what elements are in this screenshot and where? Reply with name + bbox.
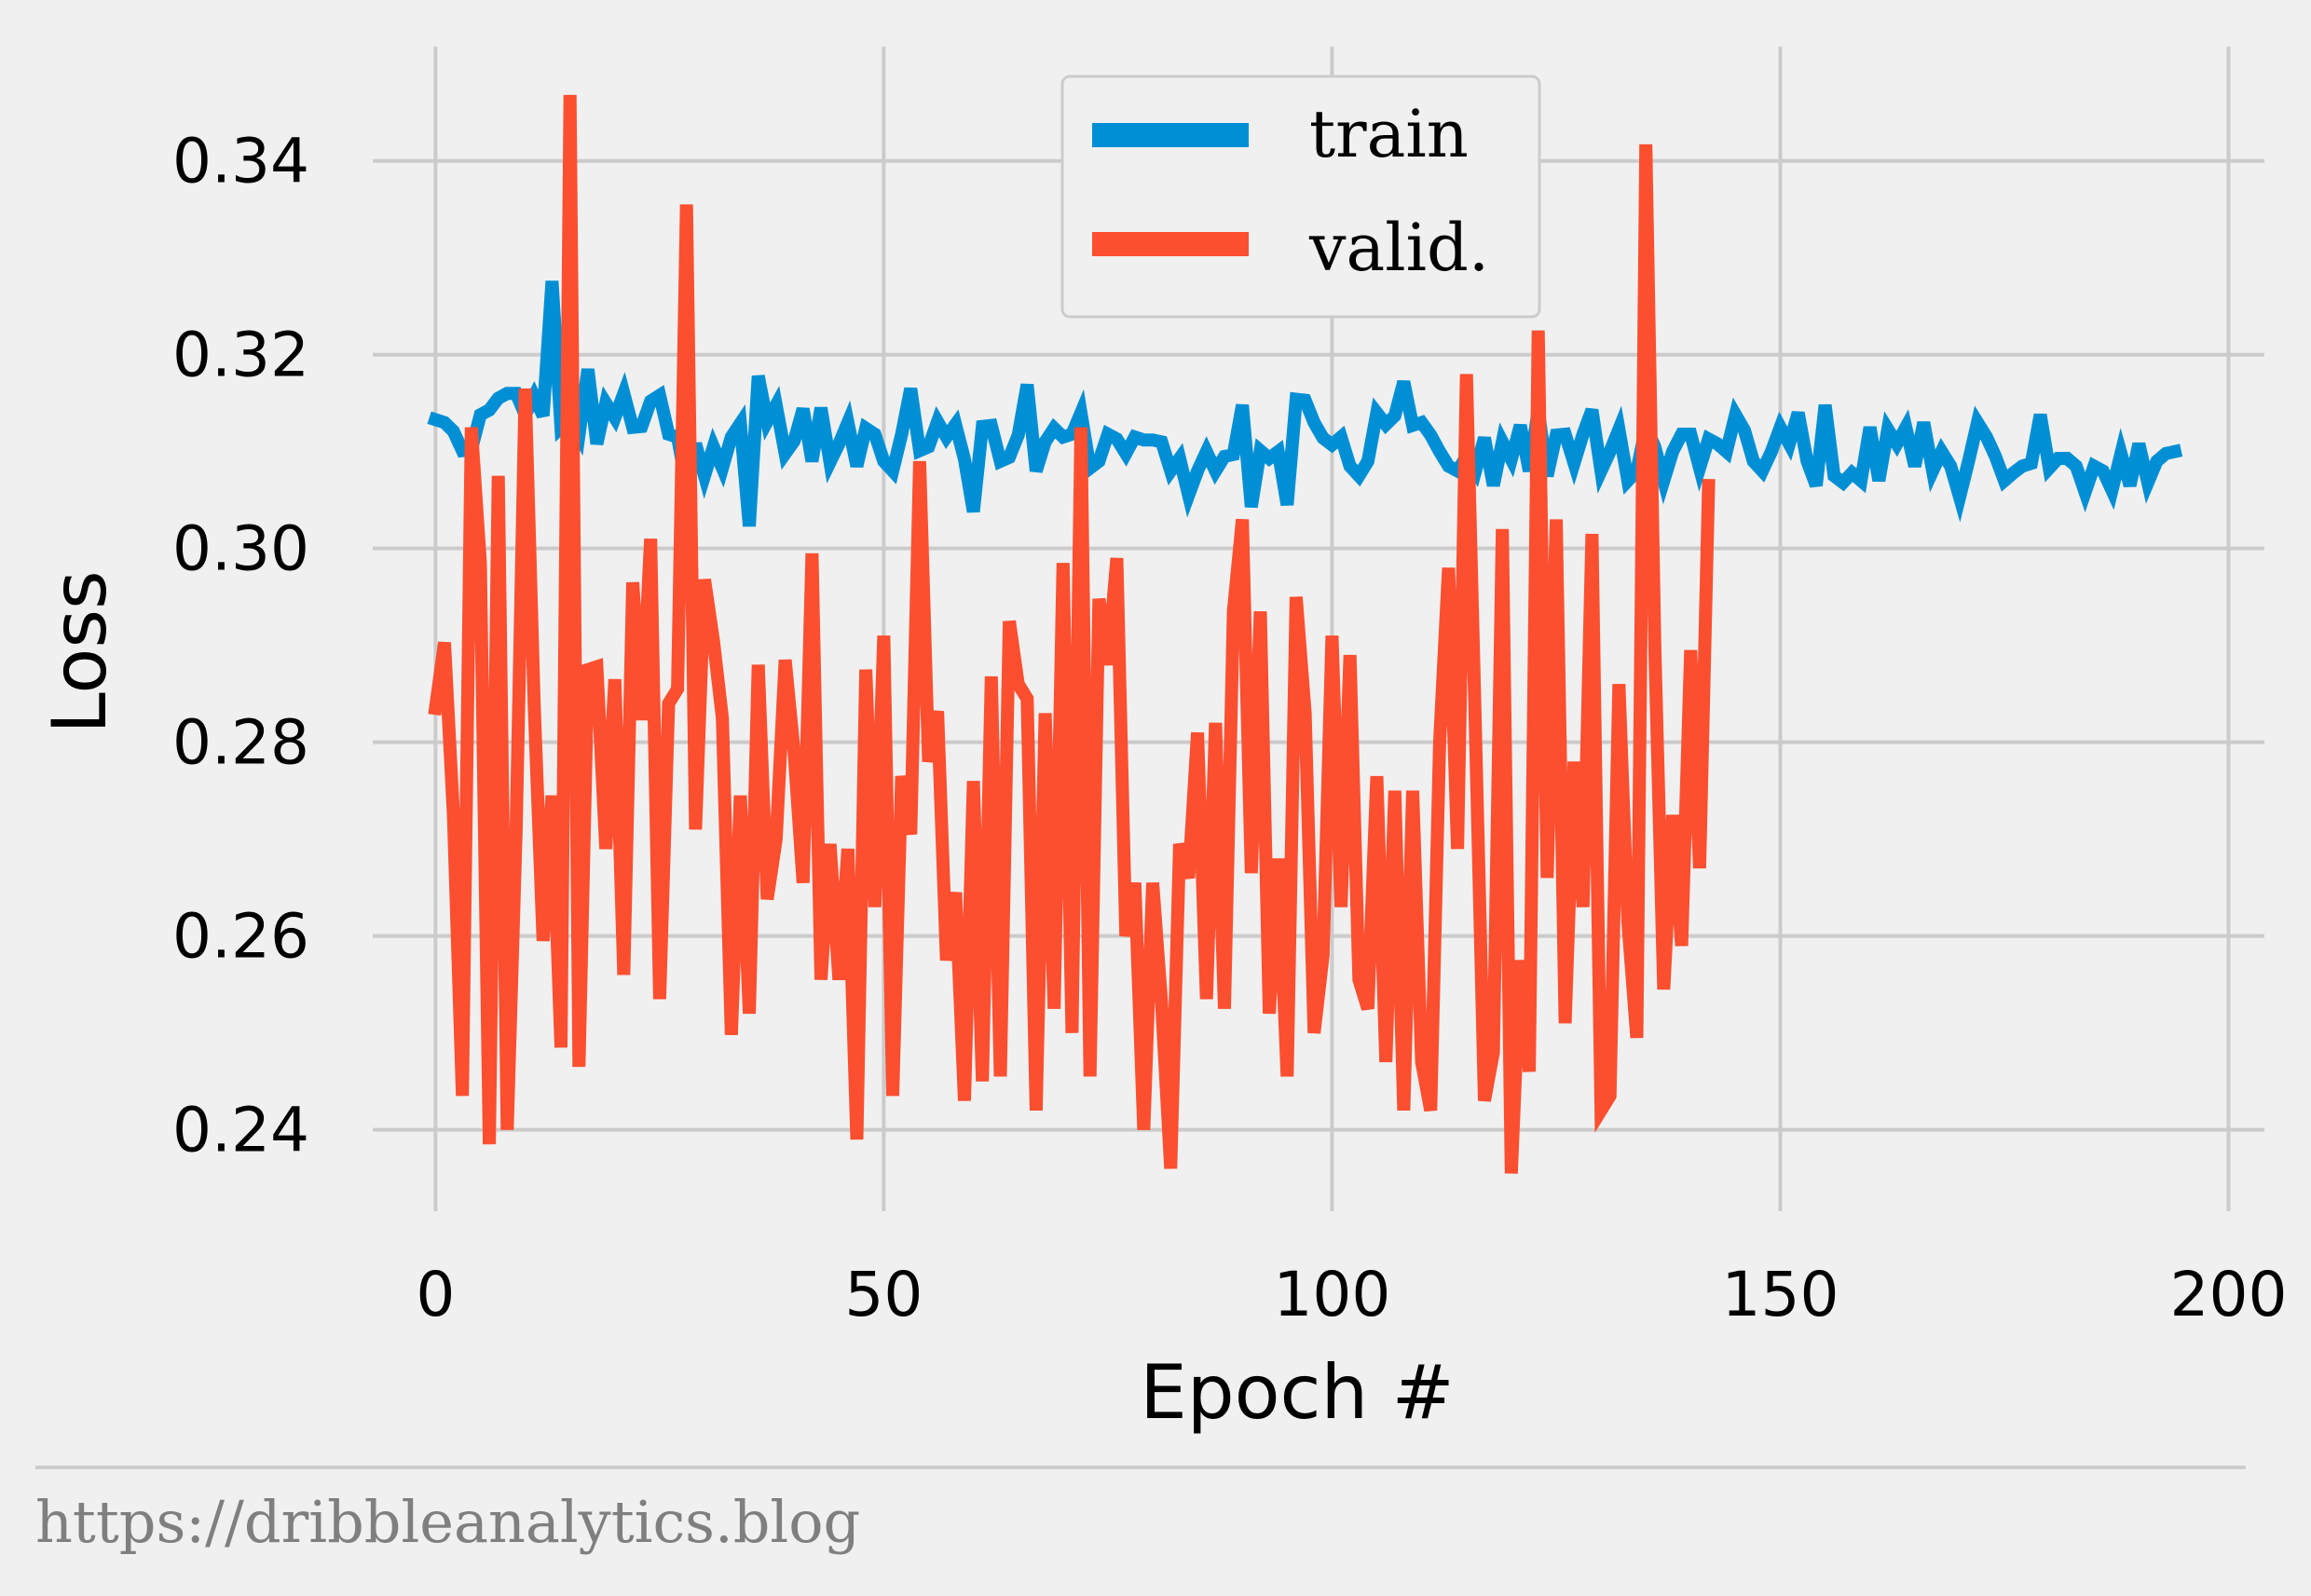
x-axis-label: Epoch # xyxy=(1140,1349,1454,1436)
y-tick-label: 0.26 xyxy=(172,901,309,973)
series-lines xyxy=(427,94,2183,1174)
x-tick-label: 50 xyxy=(844,1259,923,1330)
legend-label-valid: valid. xyxy=(1308,210,1489,286)
tick-labels: 0 50 100 150 200 0.24 0.26 0.28 0.30 0.32 0.34 xyxy=(172,126,2287,1330)
legend-label-train: train xyxy=(1309,96,1469,172)
x-tick-label: 0 xyxy=(416,1259,455,1330)
y-tick-label: 0.28 xyxy=(172,707,309,779)
x-tick-label: 150 xyxy=(1721,1259,1839,1330)
y-tick-label: 0.30 xyxy=(172,513,309,585)
y-tick-label: 0.34 xyxy=(172,126,309,198)
legend: train valid. xyxy=(1060,75,1541,319)
y-axis-label: Loss xyxy=(36,570,123,733)
series-line-train xyxy=(427,280,2183,527)
x-tick-label: 100 xyxy=(1273,1259,1390,1330)
y-tick-label: 0.32 xyxy=(172,320,309,391)
x-tick-label: 200 xyxy=(2170,1259,2288,1330)
y-tick-label: 0.24 xyxy=(172,1095,309,1166)
footer-source-text: https://dribbleanalytics.blog xyxy=(35,1488,860,1556)
series-line-valid xyxy=(428,94,1716,1174)
